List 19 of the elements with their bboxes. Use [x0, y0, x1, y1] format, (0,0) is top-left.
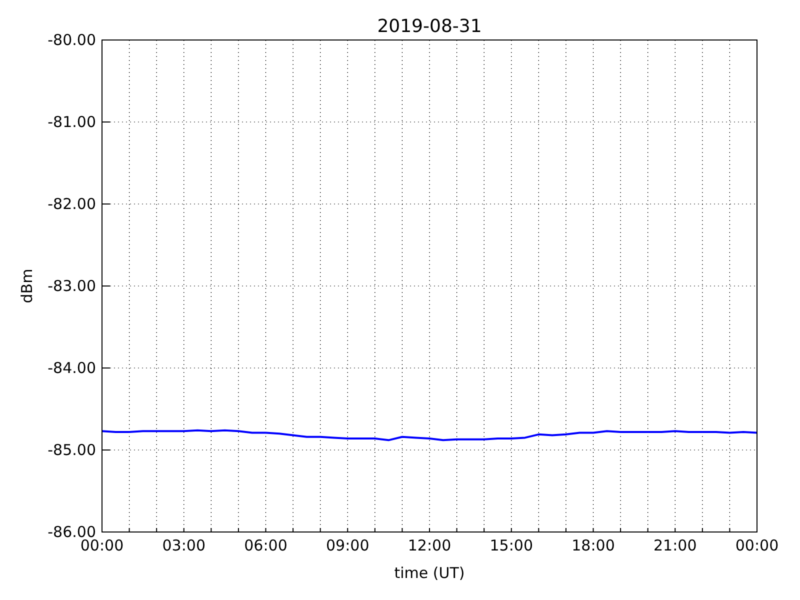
x-axis-title: time (UT)	[394, 564, 465, 582]
y-tick-label: -82.00	[48, 194, 96, 213]
y-tick-label: -80.00	[48, 30, 96, 49]
x-tick-label: 15:00	[490, 536, 533, 555]
x-tick-label: 06:00	[244, 536, 288, 555]
line-series	[101, 429, 758, 442]
x-tick-label: 03:00	[162, 536, 206, 555]
x-tick-label: 09:00	[326, 536, 370, 555]
x-tick-label: 00:00	[735, 536, 779, 555]
x-tick-label: 12:00	[408, 536, 452, 555]
y-tick-label: -84.00	[48, 358, 96, 377]
y-tick-label: -85.00	[48, 440, 96, 459]
x-tick-label: 21:00	[654, 536, 697, 555]
y-tick-label: -81.00	[48, 112, 96, 131]
x-tick-label: 00:00	[80, 536, 124, 555]
chart-title: 2019-08-31	[377, 16, 482, 37]
y-tick-label: -83.00	[48, 276, 96, 295]
y-axis-title: dBm	[18, 268, 36, 304]
x-tick-label: 18:00	[572, 536, 615, 555]
